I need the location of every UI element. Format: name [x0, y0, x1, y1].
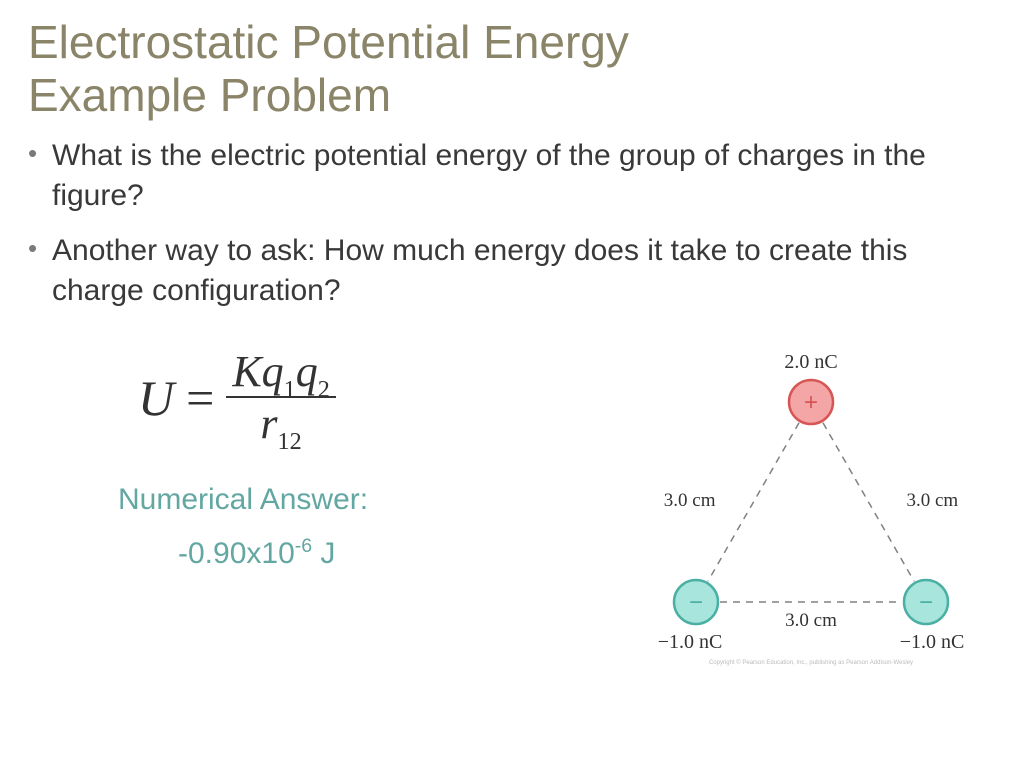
num-q1: q: [262, 348, 284, 396]
charge-diagram: + − − 2.0 nC −1.0 nC −1.0 nC 3.0 cm 3.0 cm 3.0 c…: [626, 330, 996, 700]
den-r: r: [260, 400, 277, 448]
num-K: K: [232, 348, 261, 396]
edge-line: [708, 423, 799, 581]
left-charge-sign: −: [689, 589, 703, 616]
fraction-numerator: Kq1q2: [226, 348, 336, 398]
formula-column: U = Kq1q2 r12 Numerical Answer: -0.90x10…: [28, 330, 626, 571]
num-q2: q: [296, 348, 318, 396]
right-charge-label: −1.0 nC: [900, 631, 965, 653]
content-row: U = Kq1q2 r12 Numerical Answer: -0.90x10…: [28, 330, 996, 700]
edge-left-label: 3.0 cm: [664, 490, 716, 511]
fraction-denominator: r12: [260, 398, 301, 448]
num-q1-sub: 1: [284, 377, 296, 404]
num-q2-sub: 2: [318, 377, 330, 404]
answer-prefix: -0.90x10: [178, 537, 295, 570]
bullet-item-2: Another way to ask: How much energy does…: [28, 231, 996, 312]
formula: U = Kq1q2 r12: [138, 348, 626, 449]
answer-value: -0.90x10-6 J: [178, 535, 626, 571]
diagram-copyright: Copyright © Pearson Education, Inc., pub…: [709, 659, 913, 666]
edge-line: [823, 423, 914, 581]
formula-fraction: Kq1q2 r12: [226, 348, 336, 449]
slide-title: Electrostatic Potential Energy Example P…: [28, 16, 996, 122]
den-r-sub: 12: [278, 429, 302, 456]
slide: Electrostatic Potential Energy Example P…: [0, 0, 1024, 779]
edge-bottom-label: 3.0 cm: [785, 610, 837, 631]
top-charge-sign: +: [804, 389, 818, 416]
answer-label: Numerical Answer:: [118, 483, 626, 517]
formula-equals: =: [186, 369, 214, 427]
formula-lhs: U: [138, 369, 174, 427]
bullet-list: What is the electric potential energy of…: [28, 136, 996, 312]
edge-right-label: 3.0 cm: [907, 490, 959, 511]
right-charge-sign: −: [919, 589, 933, 616]
answer-exponent: -6: [295, 535, 312, 557]
answer-unit: J: [312, 537, 335, 570]
bullet-item-1: What is the electric potential energy of…: [28, 136, 996, 217]
title-line-2: Example Problem: [28, 69, 391, 121]
left-charge-label: −1.0 nC: [658, 631, 723, 653]
top-charge-label: 2.0 nC: [784, 351, 837, 373]
title-line-1: Electrostatic Potential Energy: [28, 16, 629, 68]
diagram-svg: + − − 2.0 nC −1.0 nC −1.0 nC 3.0 cm 3.0 cm 3.0 c…: [626, 330, 996, 700]
